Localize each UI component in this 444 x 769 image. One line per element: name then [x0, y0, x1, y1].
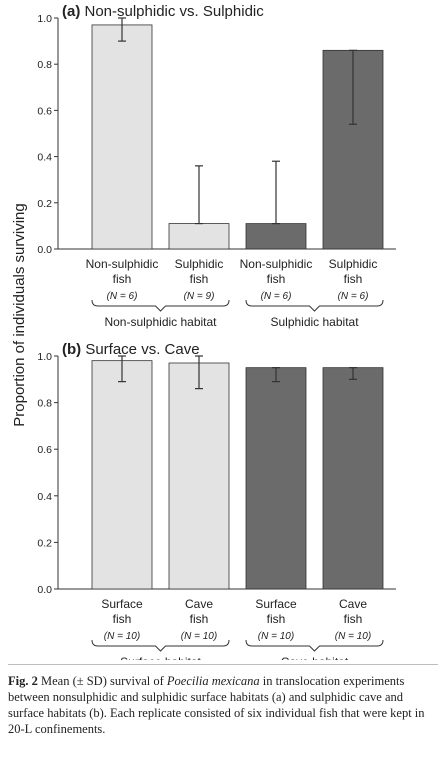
panel-b-category-label-line2: fish — [267, 612, 286, 626]
panel-b-y-tick-label: 0.6 — [37, 444, 52, 456]
panel-b-group-label: Cave habitat — [281, 655, 349, 660]
panel-b-category-label: Cave — [339, 597, 367, 611]
panel-b-bar — [91, 360, 153, 590]
panel-b-n-label: (N = 10) — [104, 631, 140, 642]
panel-b-category-label: Cave — [185, 597, 213, 611]
panel-b-category-label-line2: fish — [344, 612, 363, 626]
panel-b-panel-letter: (b) — [62, 341, 85, 358]
panel-a-title: (a) Non-sulphidic vs. Sulphidic — [62, 3, 264, 20]
panel-a-bar — [168, 223, 230, 250]
panel-a-n-label: (N = 6) — [338, 291, 369, 302]
figure-caption: Fig. 2 Mean (± SD) survival of Poecilia … — [8, 673, 438, 737]
panel-b-n-label: (N = 10) — [258, 631, 294, 642]
panel-a-category-label-line2: fish — [190, 272, 209, 286]
panel-a-n-label: (N = 9) — [184, 291, 215, 302]
panel-b-n-label: (N = 10) — [335, 631, 371, 642]
panel-a-group-brace — [245, 299, 384, 312]
figure: Proportion of individuals surviving (a) … — [11, 3, 396, 660]
caption-block: Fig. 2 Mean (± SD) survival of Poecilia … — [8, 664, 438, 737]
panel-b-n-label: (N = 10) — [181, 631, 217, 642]
panel-b-y-tick-label: 0.2 — [37, 537, 52, 549]
panel-a: (a) Non-sulphidic vs. Sulphidic 0.0 0.2 0.4… — [37, 3, 396, 329]
panel-a-bar — [91, 24, 153, 250]
caption-text-after: in translocation experiments between non… — [8, 674, 425, 736]
panel-a-group-brace — [91, 299, 230, 312]
panel-a-y-tick-label: 0.0 — [37, 244, 52, 256]
panel-a-y-tick-label: 0.8 — [37, 59, 52, 71]
panel-b: (b) Surface vs. Cave 0.0 0.2 0.4 0.6 0.8 1.0 Su… — [37, 341, 396, 660]
panel-a-category-label-line2: fish — [344, 272, 363, 286]
panel-a-y-tick-label: 0.2 — [37, 198, 52, 210]
panel-a-y-tick-label: 1.0 — [37, 13, 52, 25]
panel-b-category-label: Surface — [255, 597, 297, 611]
panel-a-category-label: Sulphidic — [329, 257, 378, 271]
panel-a-group-label: Sulphidic habitat — [270, 315, 359, 329]
panel-a-category-label-line2: fish — [267, 272, 286, 286]
panel-a-y-tick-label: 0.6 — [37, 105, 52, 117]
caption-species: Poecilia mexicana — [166, 674, 260, 688]
panel-b-bar — [168, 362, 230, 590]
panel-a-category-label: Sulphidic — [175, 257, 224, 271]
panel-b-category-label-line2: fish — [190, 612, 209, 626]
panel-a-category-label-line2: fish — [113, 272, 132, 286]
panel-b-category-label-line2: fish — [113, 612, 132, 626]
caption-text-before: Mean (± SD) survival of — [40, 674, 164, 688]
panel-b-bar — [322, 367, 384, 590]
panel-b-group-brace — [245, 639, 384, 652]
panel-b-category-label: Surface — [101, 597, 143, 611]
panel-a-bar — [245, 223, 307, 250]
panel-a-n-label: (N = 6) — [107, 291, 138, 302]
panel-b-title-text: Surface vs. Cave — [85, 341, 199, 358]
y-axis-label: Proportion of individuals surviving — [11, 203, 28, 426]
panel-b-group-label: Surface habitat — [120, 655, 201, 660]
panel-b-bar — [245, 367, 307, 590]
panel-a-group-label: Non-sulphidic habitat — [104, 315, 217, 329]
panel-a-panel-letter: (a) — [62, 3, 85, 20]
panel-b-group-brace — [91, 639, 230, 652]
panel-a-title-text: Non-sulphidic vs. Sulphidic — [85, 3, 265, 20]
panel-b-y-tick-label: 0.4 — [37, 491, 52, 503]
panel-b-y-tick-label: 0.8 — [37, 398, 52, 410]
panel-a-n-label: (N = 6) — [261, 291, 292, 302]
panel-b-y-tick-label: 0.0 — [37, 584, 52, 596]
panel-a-y-tick-label: 0.4 — [37, 152, 52, 164]
panel-a-category-label: Non-sulphidic — [86, 257, 159, 271]
panel-a-category-label: Non-sulphidic — [240, 257, 313, 271]
caption-label: Fig. 2 — [8, 674, 38, 688]
panel-b-y-tick-label: 1.0 — [37, 351, 52, 363]
panel-b-title: (b) Surface vs. Cave — [62, 341, 200, 358]
